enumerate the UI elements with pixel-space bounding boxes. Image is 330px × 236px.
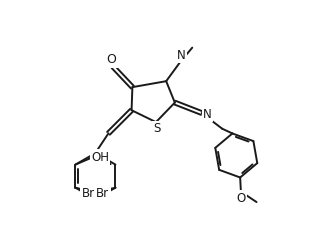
Text: S: S bbox=[153, 122, 161, 135]
Text: N: N bbox=[177, 49, 186, 62]
Text: Br: Br bbox=[96, 187, 109, 200]
Text: O: O bbox=[236, 192, 246, 205]
Text: OH: OH bbox=[91, 151, 109, 164]
Text: Br: Br bbox=[82, 187, 95, 200]
Text: O: O bbox=[107, 54, 116, 67]
Text: N: N bbox=[203, 108, 212, 121]
